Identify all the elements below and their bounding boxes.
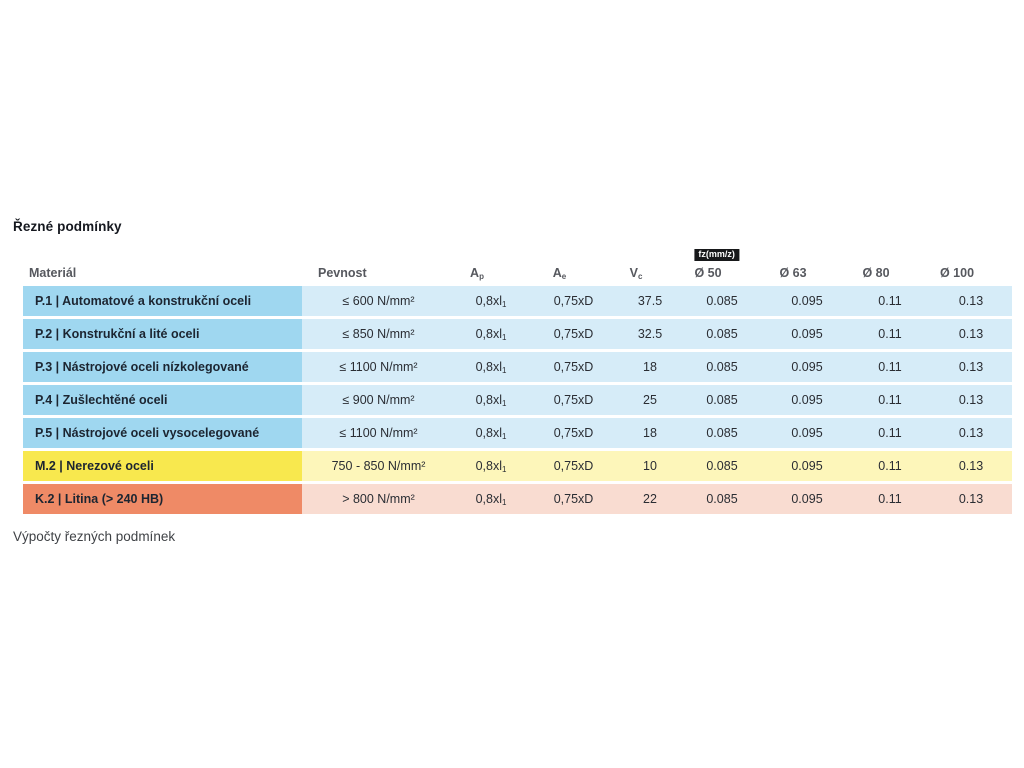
fz-d50-cell: 0.085 (680, 385, 764, 415)
header-cell-d63[interactable]: Ø 63 (779, 266, 807, 280)
vc-cell: 18 (620, 418, 680, 448)
fz-d80-cell: 0.11 (850, 484, 930, 514)
table-header-row: Materiál Pevnost Ap Ae Vc fz(mm/z) Ø 50 … (23, 249, 1012, 286)
ae-cell: 0,75xD (527, 385, 620, 415)
ap-cell: 0,8xl1 (455, 385, 527, 415)
fz-d100-cell: 0.13 (930, 286, 1012, 316)
page-title: Řezné podmínky (13, 219, 122, 234)
material-cell: P.3 | Nástrojové oceli nízkolegované (23, 352, 302, 382)
pevnost-cell: ≤ 900 N/mm² (302, 385, 455, 415)
fz-d63-cell: 0.095 (764, 319, 850, 349)
vc-cell: 18 (620, 352, 680, 382)
fz-d63-cell: 0.095 (764, 385, 850, 415)
ap-cell: 0,8xl1 (455, 451, 527, 481)
fz-d80-cell: 0.11 (850, 319, 930, 349)
fz-d100-cell: 0.13 (930, 451, 1012, 481)
fz-d100-cell: 0.13 (930, 418, 1012, 448)
table-row-m2: M.2 | Nerezové oceli 750 - 850 N/mm² 0,8… (23, 451, 1012, 481)
material-cell: P.2 | Konstrukční a lité oceli (23, 319, 302, 349)
table-row-p5: P.5 | Nástrojové oceli vysocelegované ≤ … (23, 418, 1012, 448)
fz-d100-cell: 0.13 (930, 319, 1012, 349)
table-row-p2: P.2 | Konstrukční a lité oceli ≤ 850 N/m… (23, 319, 1012, 349)
header-cell-d80[interactable]: Ø 80 (862, 266, 890, 280)
header-cell-vc: Vc (629, 266, 643, 281)
header-cell-pevnost: Pevnost (318, 266, 367, 280)
fz-d63-cell: 0.095 (764, 418, 850, 448)
vc-cell: 25 (620, 385, 680, 415)
ap-cell: 0,8xl1 (455, 484, 527, 514)
pevnost-cell: ≤ 600 N/mm² (302, 286, 455, 316)
pevnost-cell: ≤ 1100 N/mm² (302, 418, 455, 448)
fz-d63-cell: 0.095 (764, 286, 850, 316)
header-cell-d100[interactable]: Ø 100 (939, 266, 975, 280)
ae-cell: 0,75xD (527, 352, 620, 382)
fz-d100-cell: 0.13 (930, 352, 1012, 382)
cutting-conditions-table: Materiál Pevnost Ap Ae Vc fz(mm/z) Ø 50 … (23, 249, 1012, 517)
fz-d100-cell: 0.13 (930, 484, 1012, 514)
ap-cell: 0,8xl1 (455, 286, 527, 316)
pevnost-cell: ≤ 850 N/mm² (302, 319, 455, 349)
pevnost-cell: > 800 N/mm² (302, 484, 455, 514)
fz-d50-cell: 0.085 (680, 418, 764, 448)
fz-d50-cell: 0.085 (680, 352, 764, 382)
vc-cell: 37.5 (620, 286, 680, 316)
table-row-p4: P.4 | Zušlechtěné oceli ≤ 900 N/mm² 0,8x… (23, 385, 1012, 415)
ae-cell: 0,75xD (527, 286, 620, 316)
header-cell-ae: Ae (552, 266, 567, 281)
vc-cell: 32.5 (620, 319, 680, 349)
fz-d50-cell: 0.085 (680, 286, 764, 316)
ae-cell: 0,75xD (527, 451, 620, 481)
ae-cell: 0,75xD (527, 418, 620, 448)
fz-d63-cell: 0.095 (764, 451, 850, 481)
material-cell: P.5 | Nástrojové oceli vysocelegované (23, 418, 302, 448)
fz-d50-cell: 0.085 (680, 451, 764, 481)
fz-d100-cell: 0.13 (930, 385, 1012, 415)
ae-cell: 0,75xD (527, 484, 620, 514)
material-cell: P.1 | Automatové a konstrukční oceli (23, 286, 302, 316)
ae-cell: 0,75xD (527, 319, 620, 349)
fz-d50-cell: 0.085 (680, 484, 764, 514)
fz-unit-tooltip: fz(mm/z) (694, 249, 739, 261)
fz-d80-cell: 0.11 (850, 451, 930, 481)
fz-d63-cell: 0.095 (764, 352, 850, 382)
header-cell-material: Materiál (29, 266, 77, 280)
material-cell: M.2 | Nerezové oceli (23, 451, 302, 481)
vc-cell: 10 (620, 451, 680, 481)
header-cell-ap: Ap (470, 266, 484, 281)
fz-d80-cell: 0.11 (850, 286, 930, 316)
ap-cell: 0,8xl1 (455, 418, 527, 448)
fz-d80-cell: 0.11 (850, 418, 930, 448)
ap-cell: 0,8xl1 (455, 352, 527, 382)
material-cell: K.2 | Litina (> 240 HB) (23, 484, 302, 514)
fz-d63-cell: 0.095 (764, 484, 850, 514)
table-row-p3: P.3 | Nástrojové oceli nízkolegované ≤ 1… (23, 352, 1012, 382)
fz-d50-cell: 0.085 (680, 319, 764, 349)
pevnost-cell: 750 - 850 N/mm² (302, 451, 455, 481)
ap-cell: 0,8xl1 (455, 319, 527, 349)
table-row-k2: K.2 | Litina (> 240 HB) > 800 N/mm² 0,8x… (23, 484, 1012, 514)
vc-cell: 22 (620, 484, 680, 514)
material-cell: P.4 | Zušlechtěné oceli (23, 385, 302, 415)
fz-d80-cell: 0.11 (850, 352, 930, 382)
pevnost-cell: ≤ 1100 N/mm² (302, 352, 455, 382)
calculations-section-heading: Výpočty řezných podmínek (13, 529, 176, 544)
header-cell-d50[interactable]: fz(mm/z) Ø 50 (680, 249, 764, 286)
table-row-p1: P.1 | Automatové a konstrukční oceli ≤ 6… (23, 286, 1012, 316)
fz-d80-cell: 0.11 (850, 385, 930, 415)
